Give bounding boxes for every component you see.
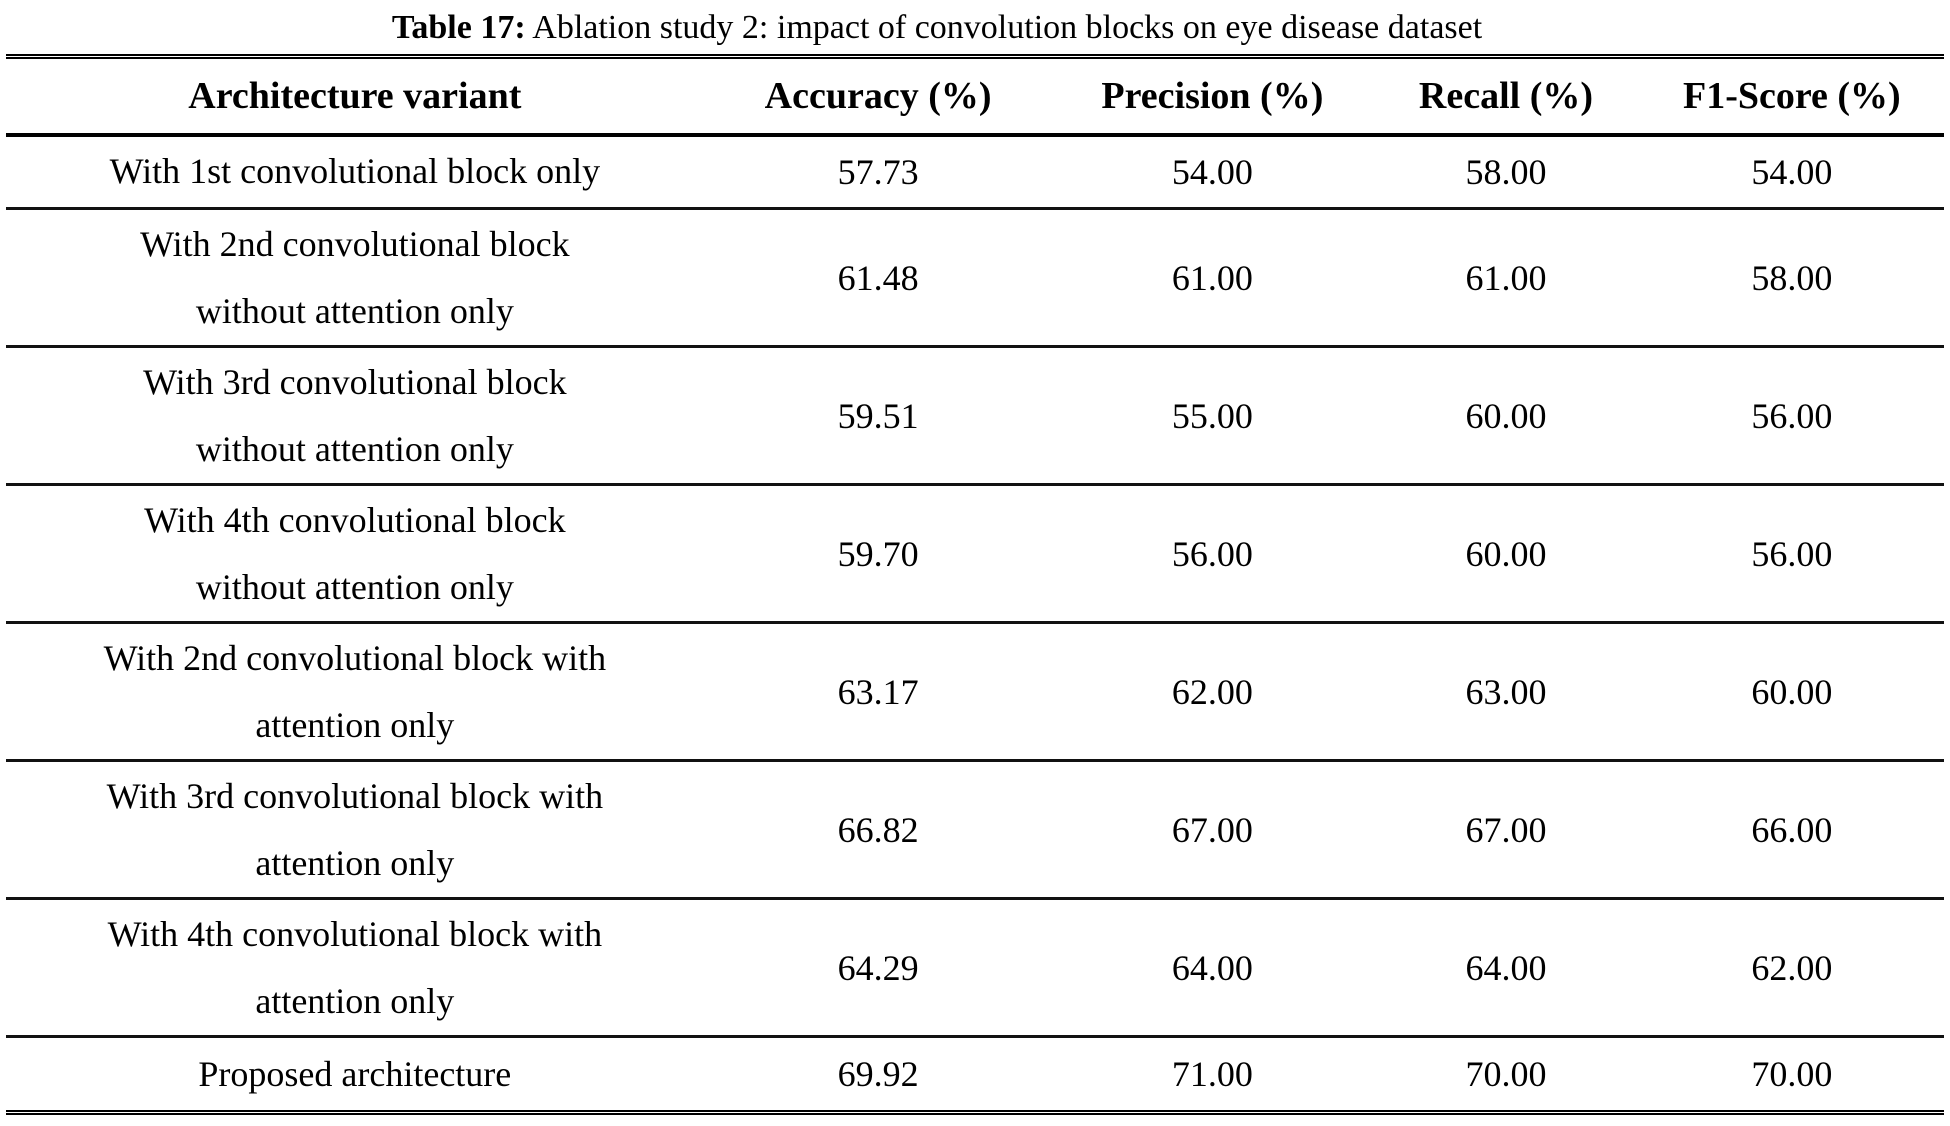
column-header-f1-score: F1-Score (%)	[1639, 56, 1944, 137]
column-header-recall: Recall (%)	[1372, 56, 1640, 137]
accuracy-cell: 66.82	[703, 760, 1053, 900]
column-header-architecture-variant: Architecture variant	[6, 56, 704, 137]
f1-cell: 58.00	[1639, 208, 1944, 348]
table-row: With 2nd convolutional block without att…	[6, 208, 1944, 348]
table-row: With 1st convolutional block only 57.73 …	[6, 134, 1944, 210]
precision-cell: 71.00	[1171, 1054, 1253, 1094]
accuracy-cell: 57.73	[703, 134, 1053, 210]
recall-cell: 60.00	[1372, 484, 1640, 624]
precision-cell: 55.00	[1052, 346, 1373, 486]
table-row: With 3rd convolutional block without att…	[6, 346, 1944, 486]
accuracy-cell: 61.48	[703, 208, 1053, 348]
recall-cell: 70.00	[1465, 1054, 1547, 1094]
column-header-precision: Precision (%)	[1052, 56, 1373, 137]
variant-cell: With 4th convolutional block with attent…	[6, 898, 704, 1038]
precision-cell: 62.00	[1052, 622, 1373, 762]
precision-cell: 67.00	[1052, 760, 1373, 900]
recall-cell: 61.00	[1372, 208, 1640, 348]
f1-cell: 70.00	[1751, 1054, 1833, 1094]
accuracy-cell: 59.51	[703, 346, 1053, 486]
header-row: Architecture variant Accuracy (%) Precis…	[6, 56, 1944, 137]
variant-cell: With 2nd convolutional block with attent…	[6, 622, 704, 762]
table-caption-text: Ablation study 2: impact of convolution …	[525, 9, 1483, 46]
table-row: With 4th convolutional block without att…	[6, 484, 1944, 624]
precision-cell: 61.00	[1052, 208, 1373, 348]
accuracy-cell: 63.17	[703, 622, 1053, 762]
accuracy-cell: 59.70	[703, 484, 1053, 624]
f1-cell: 56.00	[1639, 484, 1944, 624]
f1-cell: 66.00	[1639, 760, 1944, 900]
variant-cell: With 1st convolutional block only	[6, 134, 704, 210]
f1-cell: 62.00	[1639, 898, 1944, 1038]
accuracy-cell: 69.92	[837, 1054, 919, 1094]
accuracy-cell: 64.29	[703, 898, 1053, 1038]
precision-cell: 56.00	[1052, 484, 1373, 624]
table-caption-label: Table 17:	[391, 9, 526, 46]
table-row: With 3rd convolutional block with attent…	[6, 760, 1944, 900]
f1-cell: 56.00	[1639, 346, 1944, 486]
ablation-results-table: Architecture variant Accuracy (%) Precis…	[6, 54, 1944, 1115]
table-row-proposed: Proposed architecture 69.92 71.00 70.00 …	[6, 1037, 1944, 1113]
variant-cell: With 3rd convolutional block without att…	[6, 346, 704, 486]
recall-cell: 60.00	[1372, 346, 1640, 486]
precision-cell: 64.00	[1052, 898, 1373, 1038]
precision-cell: 54.00	[1052, 134, 1373, 210]
variant-cell: With 4th convolutional block without att…	[6, 484, 704, 624]
table-caption: Table 17: Ablation study 2: impact of co…	[0, 0, 1912, 54]
f1-cell: 60.00	[1639, 622, 1944, 762]
column-header-accuracy: Accuracy (%)	[703, 56, 1053, 137]
table-row: With 4th convolutional block with attent…	[6, 898, 1944, 1038]
table-row: With 2nd convolutional block with attent…	[6, 622, 1944, 762]
recall-cell: 63.00	[1372, 622, 1640, 762]
variant-cell: With 3rd convolutional block with attent…	[6, 760, 704, 900]
f1-cell: 54.00	[1639, 134, 1944, 210]
variant-cell: Proposed architecture	[198, 1053, 512, 1094]
variant-cell: With 2nd convolutional block without att…	[6, 208, 704, 348]
recall-cell: 67.00	[1372, 760, 1640, 900]
recall-cell: 58.00	[1372, 134, 1640, 210]
recall-cell: 64.00	[1372, 898, 1640, 1038]
